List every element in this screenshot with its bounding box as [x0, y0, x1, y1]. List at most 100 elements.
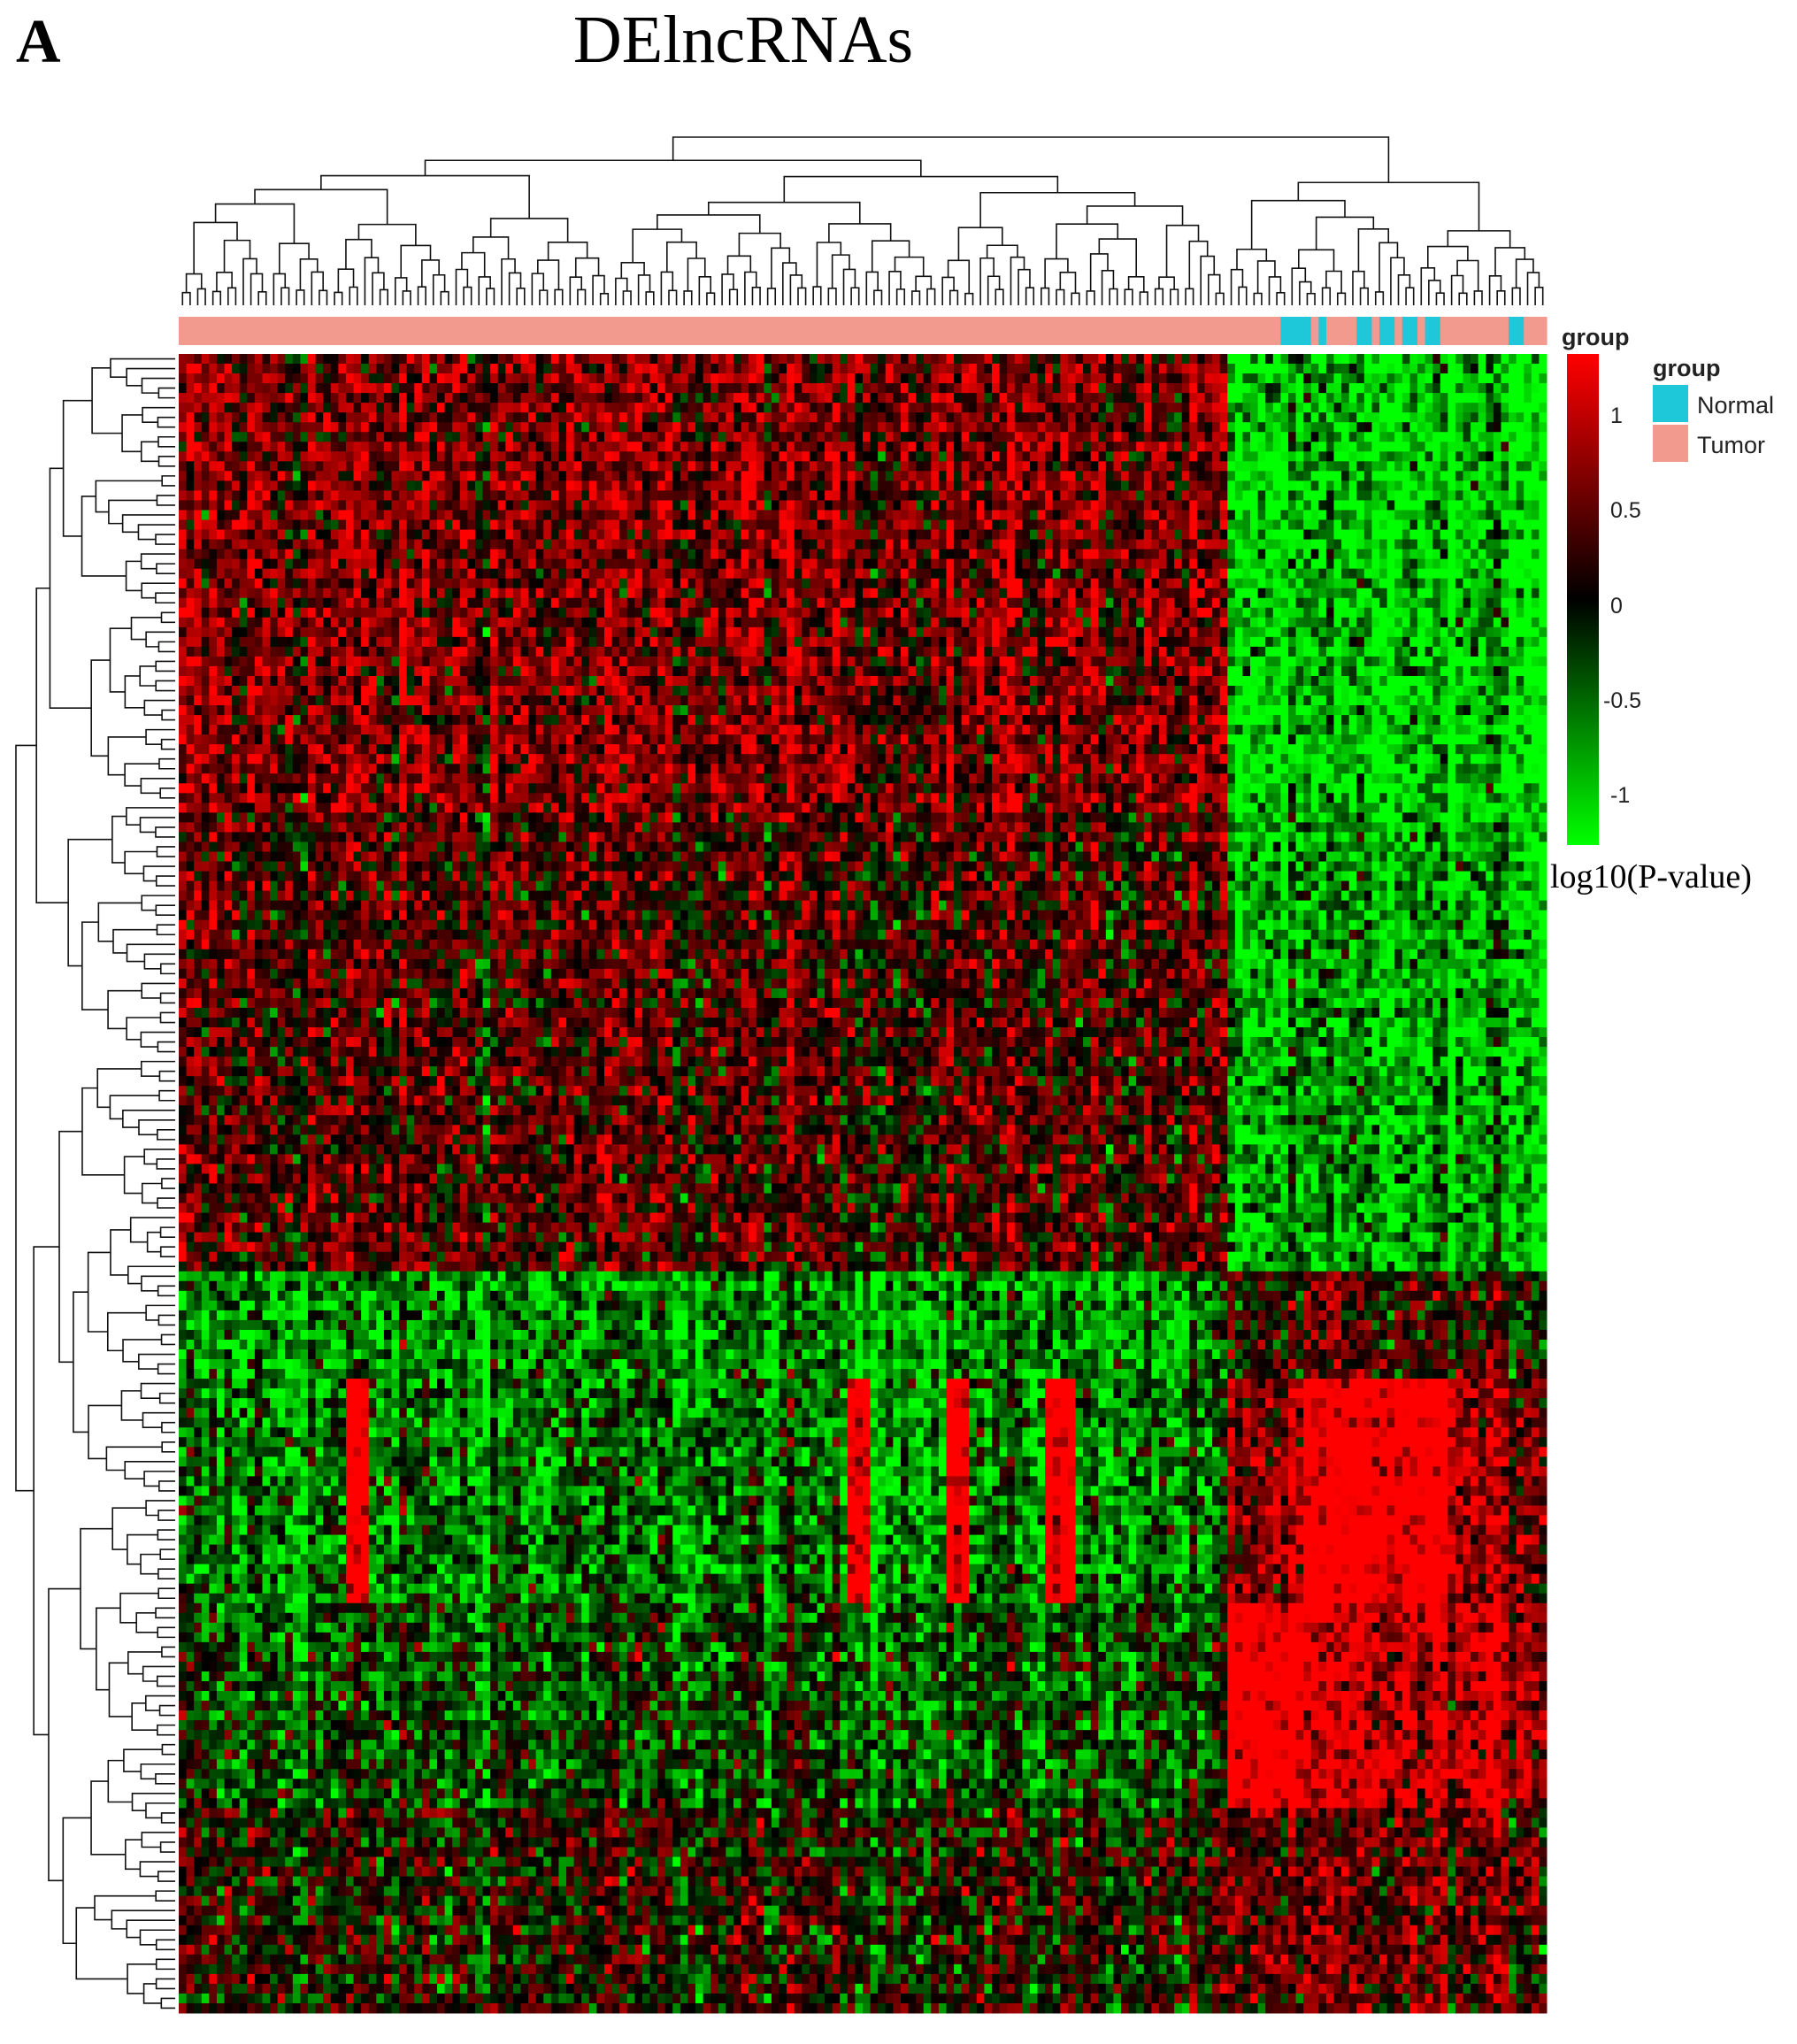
heatmap-cell [589, 500, 597, 511]
dendrogram-branch [311, 272, 323, 305]
heatmap-cell [1098, 461, 1106, 472]
heatmap-cell [1038, 412, 1046, 423]
heatmap-cell [984, 500, 992, 511]
heatmap-cell [772, 490, 779, 501]
heatmap-cell [984, 383, 992, 394]
heatmap-cell [467, 373, 475, 384]
dendrogram-branch [159, 759, 175, 769]
heatmap-cell [931, 530, 939, 541]
dendrogram-branch [829, 224, 891, 242]
dendrogram-branch [334, 292, 342, 305]
heatmap-cell [1509, 403, 1517, 413]
heatmap-cell [612, 451, 620, 462]
heatmap-cell [498, 383, 506, 394]
heatmap-cell [551, 373, 559, 384]
heatmap-cell [490, 461, 498, 472]
heatmap-cell [521, 510, 529, 520]
dendrogram-branch [988, 276, 1000, 305]
heatmap-cell [589, 480, 597, 491]
heatmap-cell [946, 520, 954, 531]
heatmap-cell [1015, 461, 1023, 472]
heatmap-cell [543, 461, 551, 472]
heatmap-cell [452, 412, 460, 423]
heatmap-cell [1509, 471, 1517, 481]
heatmap-cell [589, 422, 597, 433]
heatmap-cell [316, 432, 324, 442]
heatmap-cell [596, 500, 604, 511]
dendrogram-branch [146, 1803, 175, 1818]
heatmap-cell [1053, 471, 1061, 481]
heatmap-cell [939, 510, 947, 520]
heatmap-cell [1356, 412, 1364, 423]
heatmap-cell [1273, 530, 1281, 541]
heatmap-cell [1083, 412, 1091, 423]
heatmap-cell [240, 373, 248, 384]
heatmap-cell [528, 442, 536, 452]
dendrogram-branch [517, 288, 525, 305]
dendrogram-branch [146, 1501, 175, 1516]
heatmap-cell [665, 432, 673, 442]
heatmap-cell [977, 412, 985, 423]
heatmap-cell [1060, 530, 1068, 541]
heatmap-cell [1311, 442, 1319, 452]
heatmap-cell [505, 442, 513, 452]
dendrogram-branch [160, 1706, 175, 1716]
heatmap-cell [202, 451, 210, 462]
heatmap-cell [1334, 490, 1342, 501]
heatmap-cell [1494, 422, 1501, 433]
heatmap-cell [490, 442, 498, 452]
heatmap-cell [924, 354, 932, 365]
heatmap-cell [810, 461, 818, 472]
heatmap-cell [346, 412, 354, 423]
heatmap-cell [1303, 510, 1311, 520]
dendrogram-branch [161, 993, 175, 1003]
heatmap-cell [202, 530, 210, 541]
heatmap-cell [1167, 471, 1175, 481]
heatmap-cell [1007, 403, 1015, 413]
heatmap-cell [1220, 373, 1228, 384]
heatmap-cell [710, 490, 718, 501]
heatmap-cell [984, 373, 992, 384]
heatmap-cell [1015, 403, 1023, 413]
heatmap-cell [1471, 393, 1478, 403]
heatmap-cell [1205, 383, 1213, 394]
heatmap-cell [1318, 422, 1326, 433]
heatmap-cell [1524, 383, 1532, 394]
heatmap-cell [848, 432, 856, 442]
heatmap-cell [710, 412, 718, 423]
heatmap-cell [369, 480, 377, 491]
heatmap-cell [1409, 461, 1417, 472]
heatmap-cell [1455, 412, 1463, 423]
heatmap-cell [202, 393, 210, 403]
heatmap-cell [749, 471, 756, 481]
heatmap-cell [581, 471, 589, 481]
heatmap-cell [1060, 422, 1068, 433]
heatmap-cell [1394, 383, 1402, 394]
heatmap-cell [1167, 364, 1175, 374]
dendrogram-branch [127, 1535, 157, 1564]
heatmap-cell [680, 530, 688, 541]
heatmap-cell [240, 510, 248, 520]
heatmap-cell [1334, 530, 1342, 541]
heatmap-cell [270, 373, 278, 384]
heatmap-cell [262, 373, 270, 384]
heatmap-cell [1448, 442, 1455, 452]
heatmap-cell [505, 530, 513, 541]
heatmap-cell [596, 354, 604, 365]
heatmap-cell [946, 451, 954, 462]
heatmap-cell [772, 393, 779, 403]
heatmap-cell [840, 354, 848, 365]
heatmap-cell [437, 471, 445, 481]
heatmap-cell [1098, 480, 1106, 491]
heatmap-cell [642, 490, 650, 501]
heatmap-cell [1038, 451, 1046, 462]
heatmap-cell [1182, 461, 1190, 472]
heatmap-cell [733, 480, 741, 491]
heatmap-cell [802, 520, 810, 531]
heatmap-cell [240, 432, 248, 442]
heatmap-cell [1258, 393, 1266, 403]
heatmap-cell [391, 432, 399, 442]
annotation-cell [1015, 317, 1023, 345]
heatmap-cell [300, 432, 308, 442]
heatmap-cell [855, 451, 863, 462]
